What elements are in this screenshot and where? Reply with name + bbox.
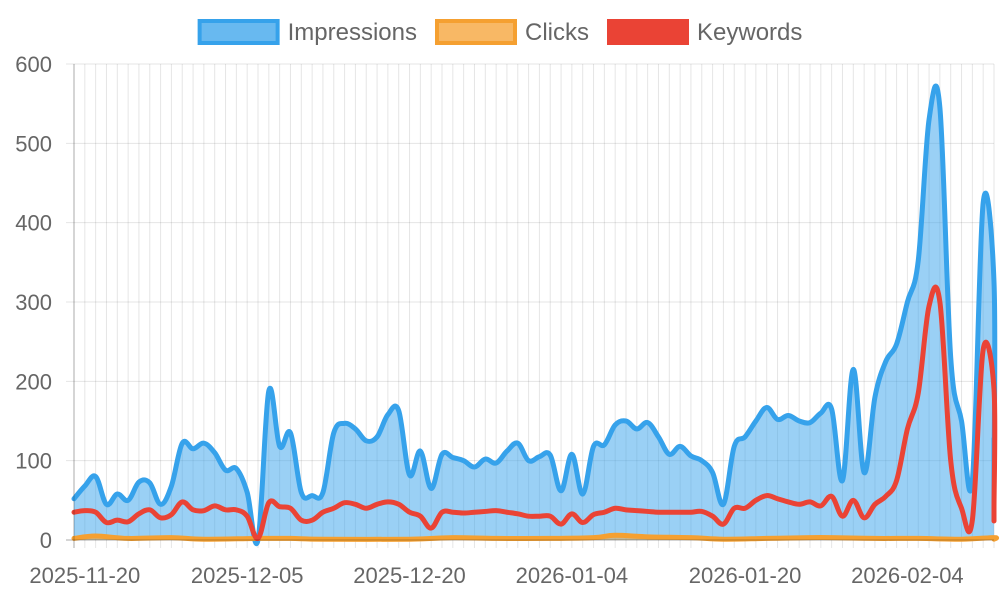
x-tick-label: 2025-12-20 (353, 563, 466, 588)
legend-item-impressions[interactable]: Impressions (197, 19, 417, 46)
series-line-keywords (71, 284, 998, 541)
y-tick-label: 100 (15, 449, 52, 474)
legend-label-keywords: Keywords (697, 19, 802, 46)
legend-swatch-impressions (197, 19, 280, 45)
legend[interactable]: Impressions Clicks Keywords (197, 19, 803, 46)
x-tick-label: 2026-02-04 (851, 563, 964, 588)
x-tick-label: 2025-12-05 (191, 563, 304, 588)
series-line-clicks (71, 532, 999, 542)
y-tick-label: 300 (15, 290, 52, 315)
legend-item-keywords[interactable]: Keywords (607, 19, 802, 46)
y-tick-label: 0 (40, 528, 52, 553)
x-tick-label: 2026-01-04 (516, 563, 629, 588)
series-line-impressions (71, 83, 998, 546)
y-tick-label: 600 (15, 52, 52, 77)
x-tick-label: 2026-01-20 (689, 563, 802, 588)
y-tick-label: 500 (15, 131, 52, 156)
legend-label-impressions: Impressions (288, 19, 417, 46)
legend-swatch-keywords (607, 19, 689, 45)
series-area-impressions (74, 86, 995, 544)
legend-label-clicks: Clicks (525, 19, 589, 46)
axis-layer: 0 100 200 300 400 500 600 2025-11-20 2025-12-05 2… (15, 52, 994, 588)
y-tick-label: 200 (15, 369, 52, 394)
series-layer (71, 83, 999, 546)
legend-item-clicks[interactable]: Clicks (435, 19, 589, 46)
x-tick-label: 2025-11-20 (29, 563, 140, 588)
y-tick-label: 400 (15, 211, 52, 236)
legend-swatch-clicks (435, 19, 517, 45)
